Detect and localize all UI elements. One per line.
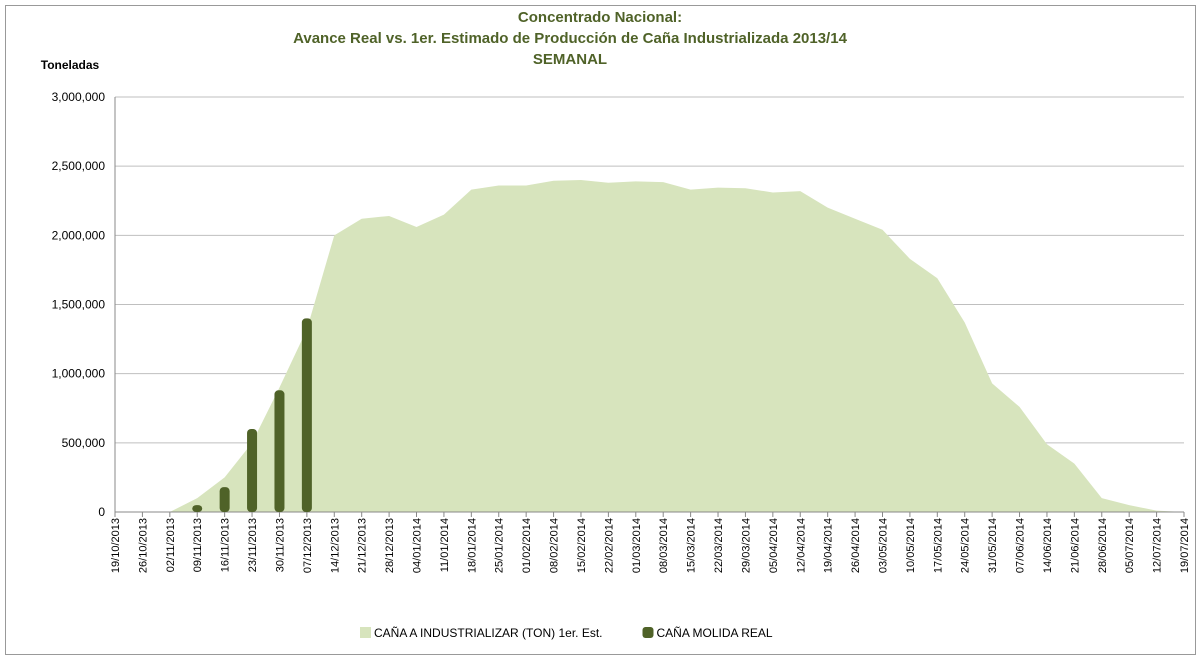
x-tick-label: 17/05/2014 [932, 518, 944, 573]
x-tick-label: 03/05/2014 [877, 518, 889, 573]
x-tick-label: 11/01/2014 [439, 518, 451, 572]
x-tick-label: 28/12/2013 [384, 518, 396, 573]
legend-label: CAÑA MOLIDA REAL [657, 626, 773, 640]
x-tick-label: 15/02/2014 [576, 518, 588, 573]
x-tick-label: 22/02/2014 [603, 518, 615, 573]
x-tick-label: 01/03/2014 [631, 518, 643, 573]
y-tick-label: 2,500,000 [52, 159, 106, 173]
legend-swatch [642, 627, 654, 638]
x-tick-label: 10/05/2014 [905, 518, 917, 573]
x-tick-label: 28/06/2014 [1097, 518, 1109, 573]
y-tick-label: 3,000,000 [52, 90, 106, 104]
chart-title: Avance Real vs. 1er. Estimado de Producc… [293, 30, 847, 47]
bar [192, 505, 203, 512]
x-tick-label: 07/12/2013 [302, 518, 314, 573]
x-tick-label: 26/10/2013 [137, 518, 149, 573]
chart-title: Concentrado Nacional: [518, 9, 682, 26]
bar [301, 318, 312, 512]
y-tick-label: 1,000,000 [52, 367, 106, 381]
x-tick-label: 09/11/2013 [192, 518, 204, 572]
y-tick-label: 0 [98, 505, 105, 519]
x-tick-label: 05/07/2014 [1124, 518, 1136, 573]
x-tick-label: 19/07/2014 [1179, 518, 1191, 573]
x-tick-label: 08/03/2014 [658, 518, 670, 573]
area [115, 180, 1184, 512]
x-tick-label: 18/01/2014 [466, 518, 478, 573]
x-tick-label: 04/01/2014 [412, 518, 424, 573]
chart-title: SEMANAL [533, 51, 607, 68]
x-tick-label: 16/11/2013 [220, 518, 232, 572]
x-tick-label: 14/06/2014 [1042, 518, 1054, 573]
x-tick-label: 29/03/2014 [740, 518, 752, 573]
x-tick-label: 24/05/2014 [960, 518, 972, 573]
bar [219, 487, 230, 512]
x-tick-label: 15/03/2014 [686, 518, 698, 573]
x-tick-label: 12/07/2014 [1152, 518, 1164, 573]
x-tick-label: 12/04/2014 [795, 518, 807, 573]
x-tick-label: 19/10/2013 [110, 518, 122, 573]
y-axis-title: Toneladas [41, 58, 100, 72]
x-tick-label: 22/03/2014 [713, 518, 725, 573]
y-tick-label: 1,500,000 [52, 298, 106, 312]
x-tick-label: 07/06/2014 [1015, 518, 1027, 573]
legend-label: CAÑA A INDUSTRIALIZAR (TON) 1er. Est. [374, 626, 603, 640]
x-tick-label: 21/12/2013 [357, 518, 369, 573]
y-tick-label: 2,000,000 [52, 228, 106, 242]
x-tick-label: 23/11/2013 [247, 518, 259, 572]
legend-swatch [360, 627, 371, 638]
x-tick-label: 21/06/2014 [1069, 518, 1081, 573]
x-tick-label: 26/04/2014 [850, 518, 862, 573]
bar [247, 429, 258, 512]
x-tick-label: 02/11/2013 [165, 518, 177, 572]
x-tick-label: 05/04/2014 [768, 518, 780, 573]
x-tick-label: 14/12/2013 [329, 518, 341, 573]
x-tick-label: 30/11/2013 [274, 518, 286, 572]
x-tick-label: 25/01/2014 [494, 518, 506, 573]
bar [274, 390, 285, 512]
x-tick-label: 08/02/2014 [549, 518, 561, 573]
x-tick-label: 19/04/2014 [823, 518, 835, 573]
x-tick-label: 01/02/2014 [521, 518, 533, 573]
x-tick-label: 31/05/2014 [987, 518, 999, 573]
y-tick-label: 500,000 [62, 436, 106, 450]
